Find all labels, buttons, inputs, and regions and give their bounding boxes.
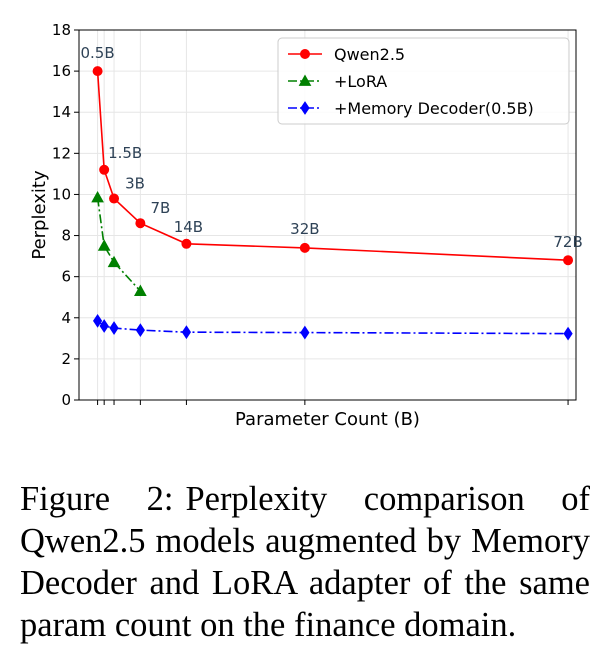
y-axis-label: Perplexity	[29, 170, 50, 260]
data-point	[99, 164, 110, 175]
legend-marker	[300, 49, 310, 59]
point-label: 3B	[125, 175, 145, 193]
figure-caption: Figure 2: Perplexity comparison of Qwen2.…	[20, 478, 590, 646]
y-tick-label: 12	[52, 144, 71, 162]
y-tick-label: 6	[61, 268, 71, 286]
legend-entry: Qwen2.5	[288, 45, 405, 64]
series-2	[92, 313, 573, 341]
data-point	[134, 284, 147, 296]
data-point	[563, 255, 574, 266]
point-label: 1.5B	[108, 144, 142, 162]
point-label: 32B	[290, 220, 319, 238]
y-tick-label: 18	[52, 21, 71, 39]
data-point	[181, 238, 192, 249]
caption-label: Figure 2:	[20, 480, 174, 518]
x-axis-label: Parameter Count (B)	[235, 409, 420, 430]
y-tick-label: 4	[61, 309, 71, 327]
legend-marker	[300, 101, 310, 115]
point-label: 0.5B	[81, 44, 115, 62]
y-tick-label: 0	[61, 391, 71, 409]
point-label: 72B	[553, 233, 582, 251]
caption-text: Perplexity comparison of Qwen2.5 models …	[20, 480, 590, 644]
y-tick-label: 10	[52, 185, 71, 203]
legend-box	[277, 37, 570, 125]
perplexity-chart: 0 2 4 6 8 10 12 14 16 18 Parameter Count (B) Perple…	[29, 21, 583, 430]
data-point	[299, 242, 310, 253]
point-label: 14B	[174, 218, 203, 236]
data-point	[107, 255, 121, 268]
data-point	[135, 323, 145, 338]
legend-label: +LoRA	[334, 72, 387, 91]
legend-entry: +LoRA	[288, 72, 387, 91]
data-point	[99, 319, 109, 333]
data-point	[109, 193, 120, 204]
y-tick-label: 8	[61, 227, 71, 245]
grid	[79, 29, 576, 401]
point-label: 7B	[150, 199, 170, 217]
data-point	[91, 190, 104, 203]
y-tick-label: 16	[52, 62, 71, 80]
data-point	[181, 325, 192, 340]
data-point	[92, 313, 103, 328]
data-point	[300, 325, 310, 340]
y-tick-label: 14	[52, 103, 71, 121]
series-line	[96, 197, 141, 292]
y-tick-label: 2	[61, 350, 71, 368]
legend-marker	[298, 74, 312, 86]
series-1	[91, 190, 147, 296]
legend: Qwen2.5 +LoRA +Memory Decoder(0.5B)	[277, 37, 570, 125]
series-0	[92, 66, 574, 266]
data-point	[563, 326, 573, 341]
legend-entry: +Memory Decoder(0.5B)	[288, 99, 534, 118]
data-point	[135, 218, 146, 229]
legend-label: Qwen2.5	[334, 45, 405, 64]
plot-frame	[78, 29, 577, 401]
data-point	[92, 66, 103, 77]
legend-label: +Memory Decoder(0.5B)	[334, 99, 534, 118]
data-point	[97, 239, 111, 251]
series-line	[97, 320, 569, 335]
data-point	[109, 321, 119, 335]
